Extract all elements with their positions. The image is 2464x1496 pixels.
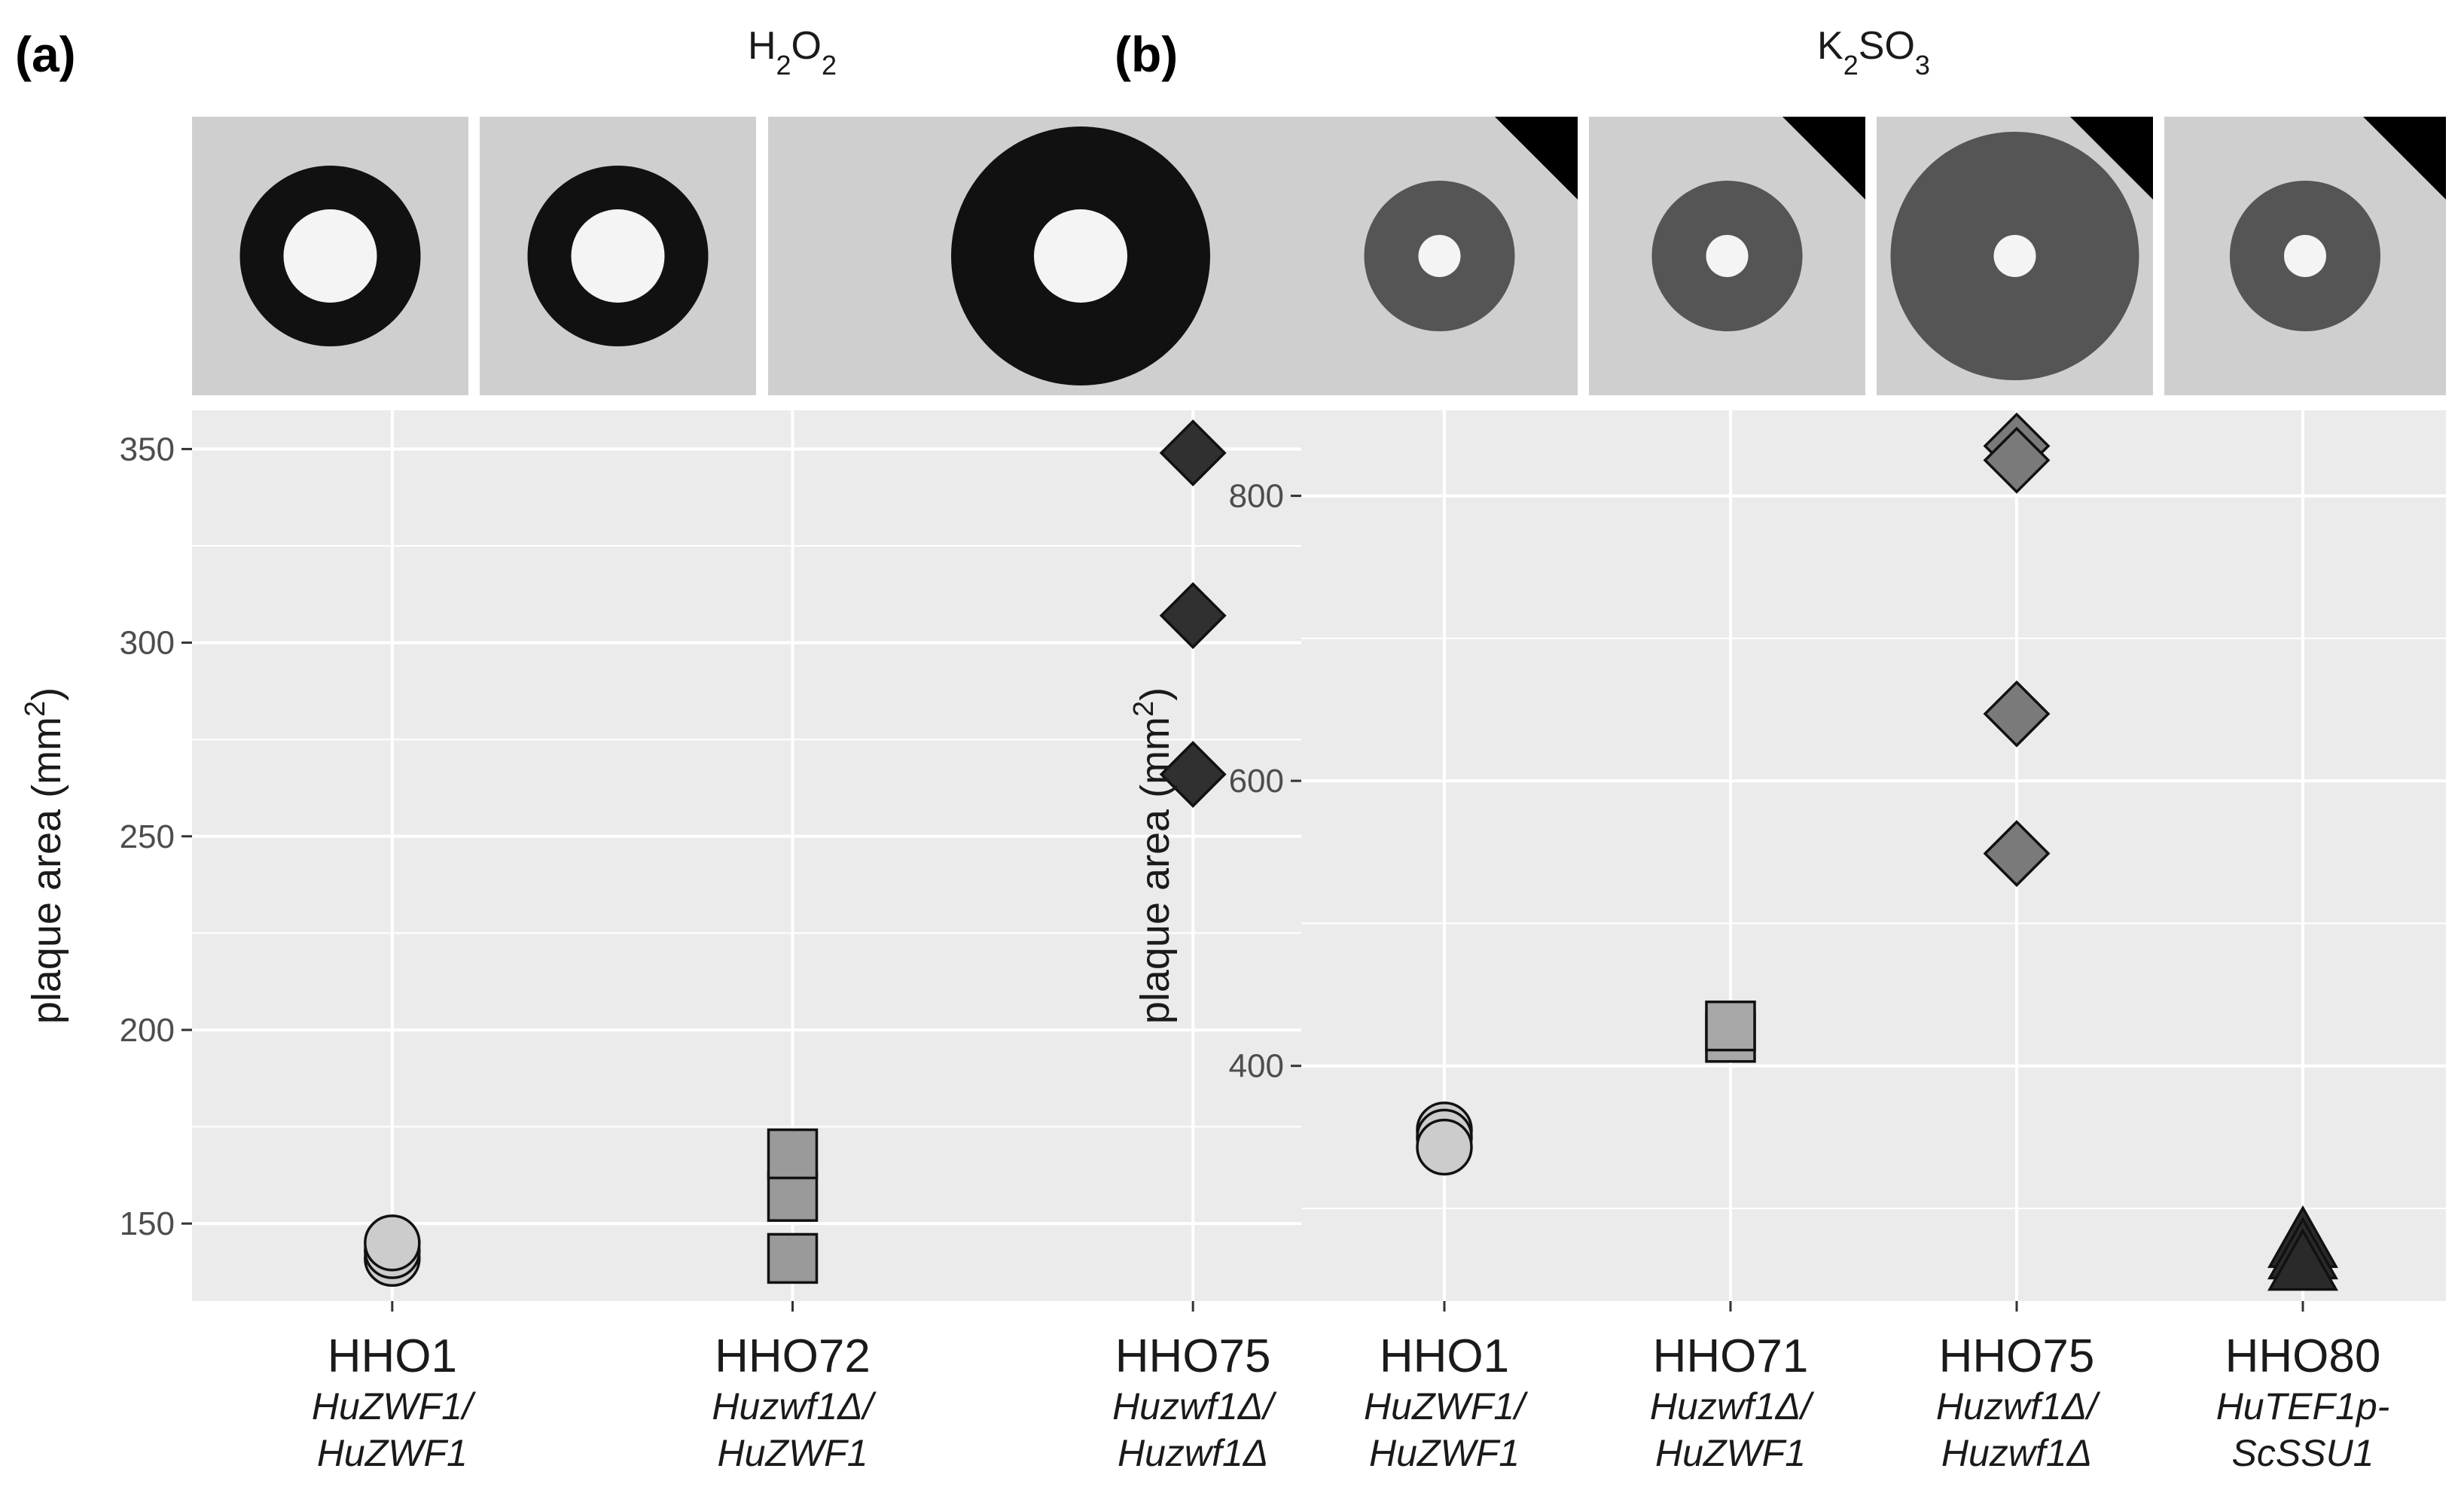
title-subscript: 2 bbox=[776, 50, 791, 81]
data-point-square bbox=[1705, 1000, 1756, 1052]
plate-image-2 bbox=[1589, 117, 1865, 395]
x-category-label: HHO1 bbox=[1380, 1330, 1509, 1382]
x-category-label: HHO75 bbox=[1115, 1330, 1271, 1382]
filter-disc bbox=[571, 209, 665, 303]
plate-corner bbox=[2070, 117, 2153, 200]
x-genotype-label: Huzwf1Δ/ bbox=[712, 1385, 877, 1427]
y-tick-label: 400 bbox=[1229, 1048, 1284, 1085]
plate-corner bbox=[2363, 117, 2446, 200]
y-axis-label-text: plaque area (mm bbox=[1133, 717, 1178, 1024]
y-tick-label: 200 bbox=[120, 1012, 175, 1049]
y-tick-label: 600 bbox=[1229, 763, 1284, 800]
x-genotype-label: HuZWF1 bbox=[718, 1432, 868, 1474]
data-point-diamond bbox=[1983, 426, 2051, 494]
data-point-diamond bbox=[1159, 419, 1227, 487]
x-genotype-label: HuZWF1/ bbox=[312, 1385, 477, 1427]
y-tick-label: 800 bbox=[1229, 478, 1284, 515]
x-category-label: HHO75 bbox=[1939, 1330, 2095, 1382]
data-point-circle bbox=[1416, 1118, 1473, 1176]
title-part: O bbox=[791, 24, 822, 68]
y-tick-label: 250 bbox=[120, 818, 175, 855]
x-genotype-label: HuTEF1p- bbox=[2216, 1385, 2390, 1427]
x-genotype-label: Huzwf1Δ bbox=[1941, 1432, 2092, 1474]
x-genotype-label: HuZWF1 bbox=[1655, 1432, 1806, 1474]
plate-corner bbox=[1782, 117, 1865, 200]
data-point-square bbox=[767, 1232, 819, 1284]
plate-image-3 bbox=[1877, 117, 2153, 395]
plate-image-1 bbox=[1301, 117, 1578, 395]
x-genotype-label: HuZWF1 bbox=[317, 1432, 468, 1474]
y-tick-label: 150 bbox=[120, 1205, 175, 1242]
plot-background bbox=[1301, 410, 2446, 1301]
plate-image-2 bbox=[480, 117, 756, 395]
filter-disc bbox=[283, 209, 377, 303]
title-part: SO bbox=[1859, 24, 1915, 68]
title-part: K bbox=[1817, 24, 1843, 68]
x-genotype-label: HuZWF1/ bbox=[1364, 1385, 1529, 1427]
y-tick-label: 350 bbox=[120, 431, 175, 468]
x-genotype-label: HuZWF1 bbox=[1369, 1432, 1520, 1474]
data-point-diamond bbox=[1983, 820, 2051, 888]
title-subscript: 2 bbox=[1843, 50, 1859, 81]
plate-image-4 bbox=[2164, 117, 2446, 395]
plate-image-3 bbox=[768, 117, 1393, 395]
x-category-label: HHO80 bbox=[2225, 1330, 2381, 1382]
title-part: H bbox=[748, 24, 776, 68]
y-axis-label-superscript: 2 bbox=[1128, 701, 1160, 717]
panel-title: K2SO3 bbox=[1817, 24, 1930, 81]
y-axis-label: plaque area (mm2) bbox=[20, 687, 69, 1024]
y-axis-label: plaque area (mm2) bbox=[1128, 687, 1178, 1024]
x-genotype-label: Huzwf1Δ/ bbox=[1112, 1385, 1277, 1427]
x-genotype-label: Huzwf1Δ bbox=[1118, 1432, 1268, 1474]
panel-label: (a) bbox=[15, 26, 76, 82]
panel-title: H2O2 bbox=[748, 24, 837, 81]
plate-corner bbox=[1495, 117, 1578, 200]
y-tick-label: 300 bbox=[120, 625, 175, 662]
x-category-label: HHO71 bbox=[1653, 1330, 1809, 1382]
data-point-square bbox=[767, 1171, 819, 1222]
y-axis-label-superscript: 2 bbox=[20, 701, 51, 717]
filter-disc bbox=[1034, 209, 1127, 303]
data-point-triangle bbox=[2267, 1228, 2338, 1291]
title-subscript: 2 bbox=[822, 50, 837, 81]
data-point-diamond bbox=[1159, 582, 1227, 650]
x-genotype-label: ScSSU1 bbox=[2232, 1432, 2374, 1474]
y-axis-label-close: ) bbox=[24, 687, 69, 701]
plate-image-1 bbox=[192, 117, 468, 395]
filter-disc bbox=[1418, 235, 1461, 277]
x-category-label: HHO1 bbox=[328, 1330, 457, 1382]
filter-disc bbox=[1993, 235, 2036, 277]
x-category-label: HHO72 bbox=[715, 1330, 871, 1382]
data-point-diamond bbox=[1983, 680, 2051, 748]
y-axis-label-close: ) bbox=[1133, 687, 1178, 701]
title-subscript: 3 bbox=[1915, 50, 1930, 81]
x-genotype-label: Huzwf1Δ/ bbox=[1936, 1385, 2101, 1427]
filter-disc bbox=[2284, 235, 2326, 277]
data-point-circle bbox=[364, 1214, 421, 1272]
data-point-diamond bbox=[1159, 741, 1227, 808]
data-point-square bbox=[767, 1128, 819, 1180]
x-genotype-label: Huzwf1Δ/ bbox=[1650, 1385, 1815, 1427]
panel-label: (b) bbox=[1115, 26, 1178, 82]
y-axis-label-text: plaque area (mm bbox=[24, 717, 69, 1024]
filter-disc bbox=[1706, 235, 1749, 277]
